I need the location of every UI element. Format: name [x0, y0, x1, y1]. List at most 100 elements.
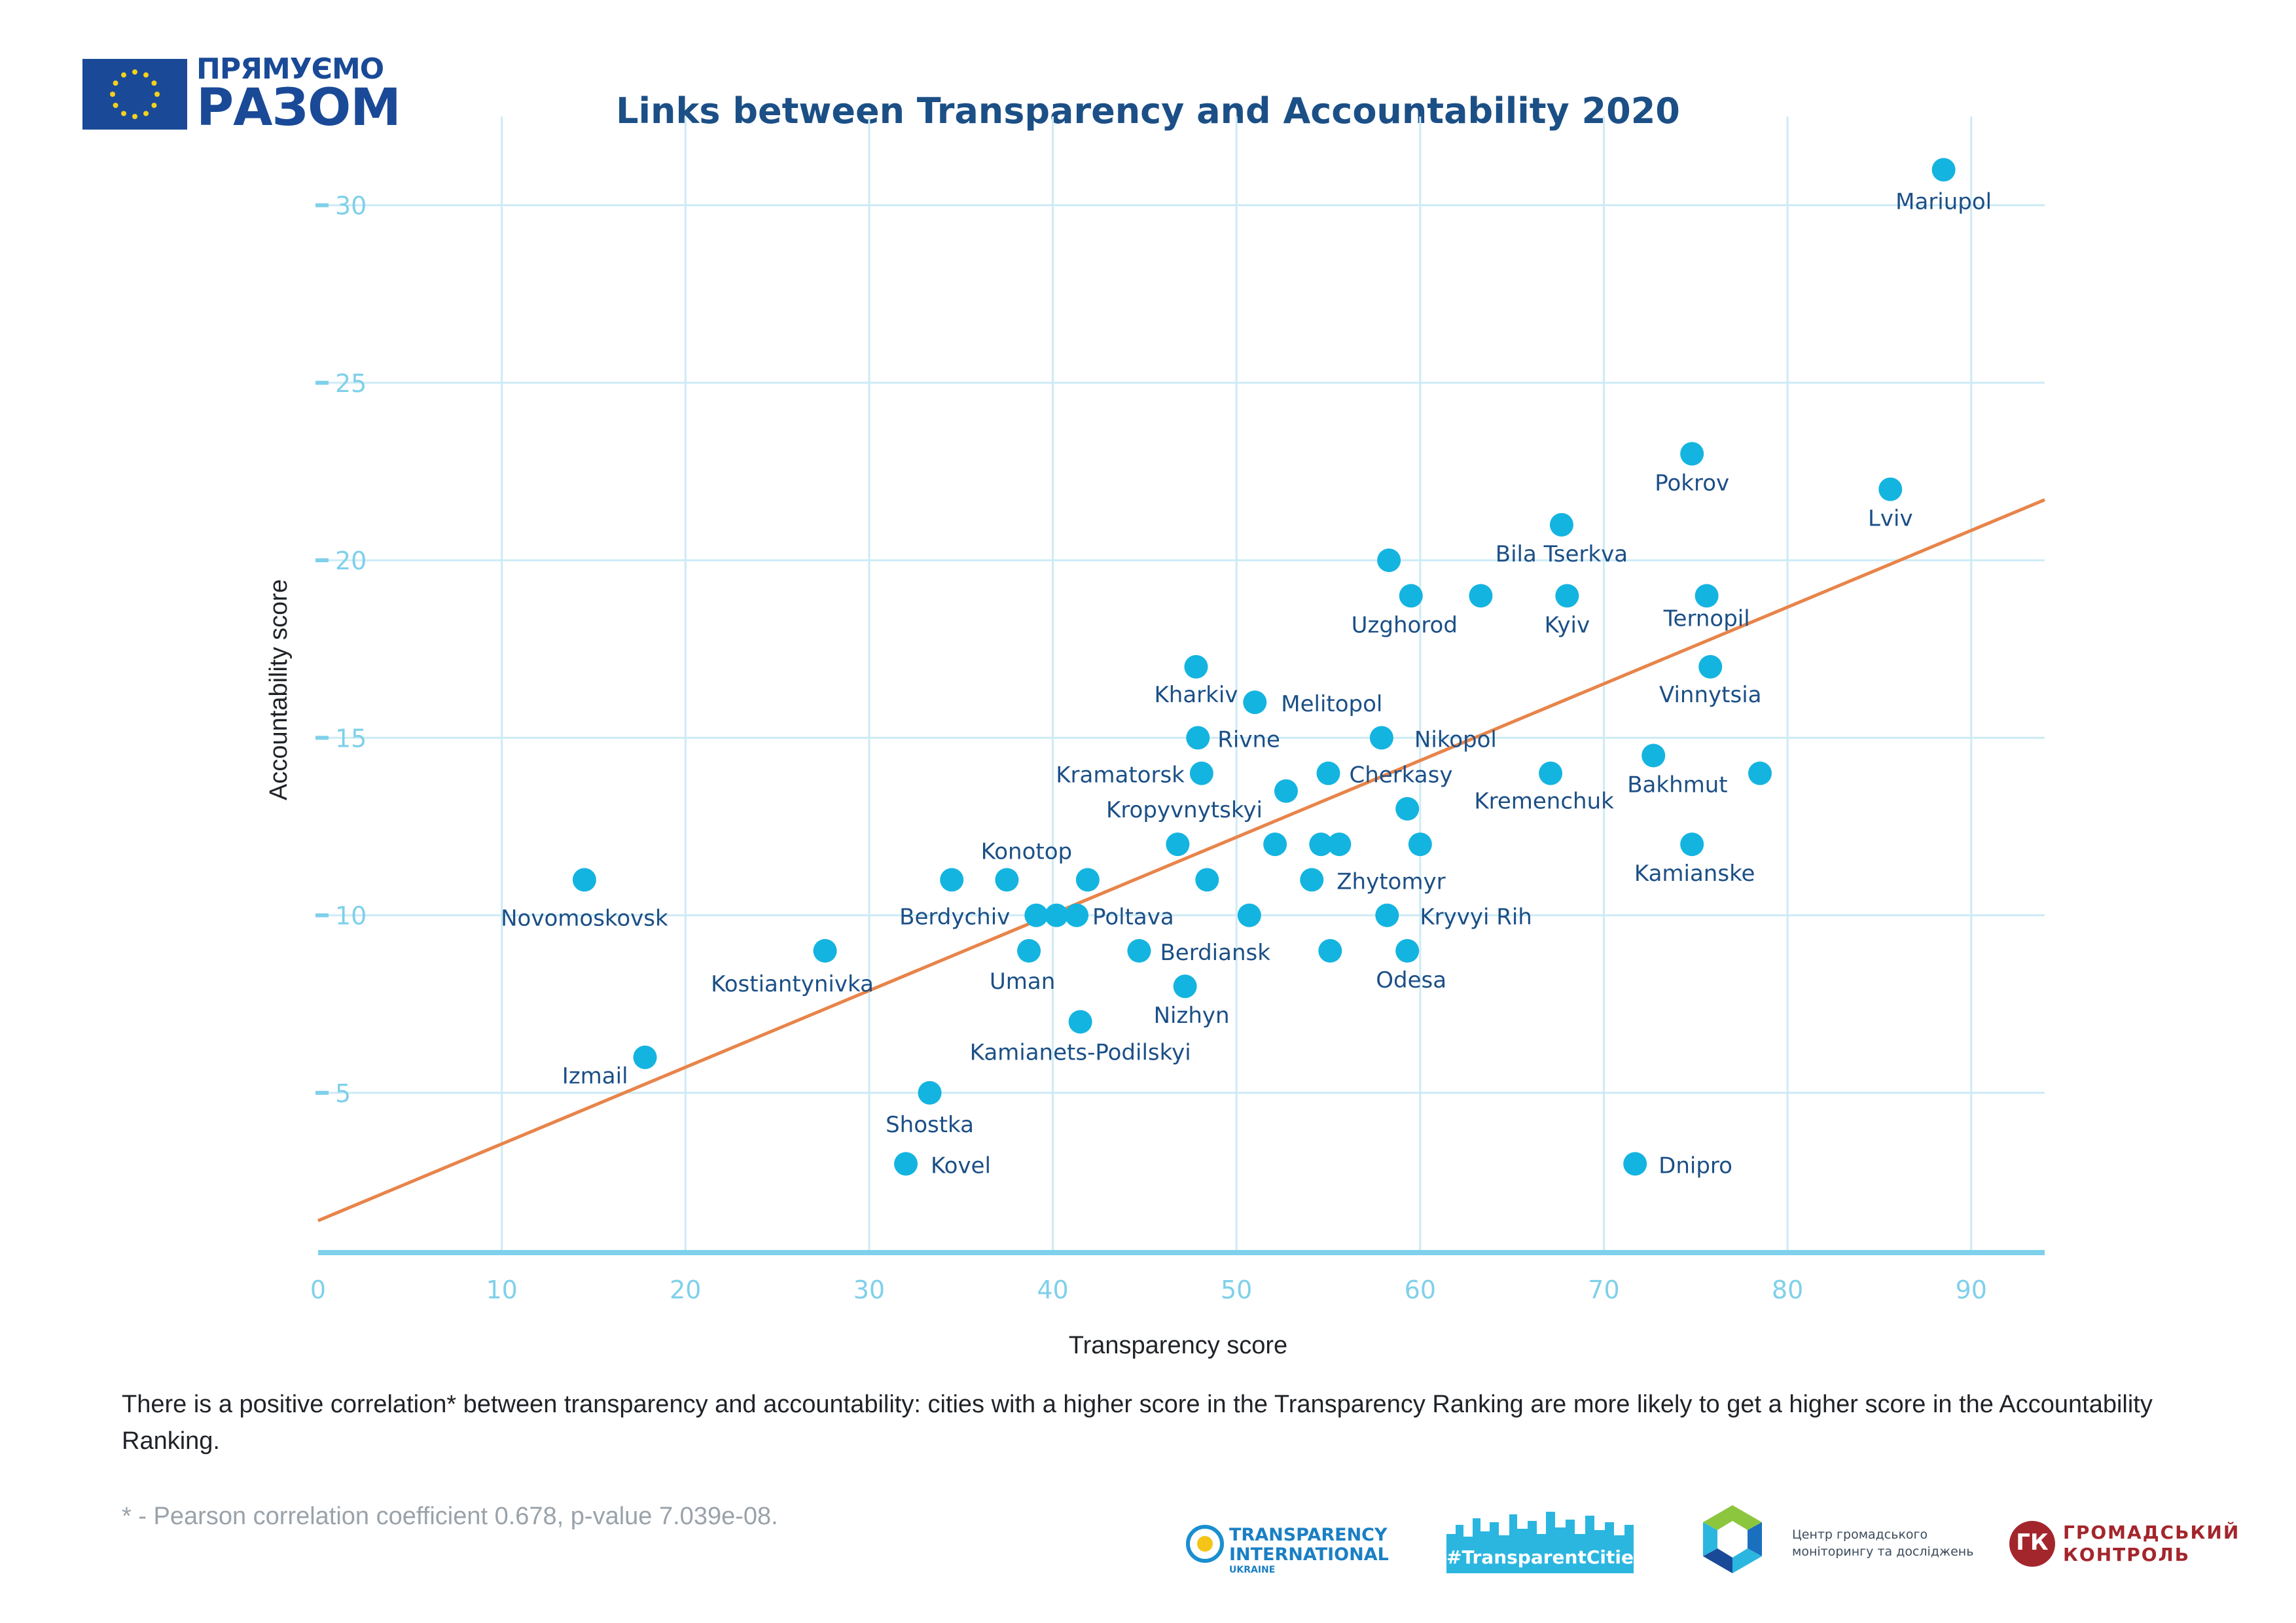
eu-star: [113, 80, 118, 86]
point-label: Pokrov: [1655, 470, 1729, 496]
scatter-point: [1184, 654, 1208, 679]
scatter-point: [1045, 903, 1069, 927]
point-label: Kryvyi Rih: [1420, 904, 1532, 931]
eu-star: [143, 72, 149, 78]
point-label: Berdychiv: [899, 904, 1010, 931]
point-label: Mariupol: [1895, 188, 1992, 215]
point-label: Nikopol: [1414, 726, 1497, 753]
point-label: Uzghorod: [1352, 612, 1458, 638]
scatter-chart: 0 10 20 30 40 50 60 70 80 90 5 10 15 20 25 30 Mariupol P…: [265, 116, 2045, 1359]
point-label: Kovel: [931, 1152, 991, 1179]
scatter-point: [1395, 796, 1420, 821]
scatter-point: [1195, 868, 1219, 892]
chart-grid: [318, 116, 2045, 1253]
eu-star: [113, 103, 118, 108]
gk-logo-mark: ГК: [2016, 1529, 2049, 1556]
scatter-point: [1127, 938, 1151, 963]
eu-stars-icon: [110, 69, 160, 119]
point-label: Cherkasy: [1350, 762, 1453, 789]
y-tick-label: 10: [335, 902, 367, 931]
points-layer: [572, 158, 1956, 1176]
scatter-point: [1623, 1152, 1647, 1176]
point-label: Bakhmut: [1627, 772, 1727, 798]
brand-line-2: РАЗОМ: [196, 79, 401, 137]
point-label: Izmail: [562, 1063, 628, 1090]
point-label: Kamianets-Podilskyi: [970, 1039, 1191, 1065]
point-label: Nizhyn: [1154, 1003, 1230, 1029]
point-label: Ternopil: [1663, 605, 1750, 632]
scatter-point: [1300, 868, 1324, 892]
point-label: Novomoskovsk: [501, 905, 668, 931]
point-label: Uman: [990, 969, 1055, 995]
cgm-line-2: моніторингу та досліджень: [1792, 1544, 1974, 1559]
scatter-point: [1024, 903, 1049, 927]
point-label: Dnipro: [1659, 1152, 1732, 1179]
eu-star: [121, 72, 126, 78]
scatter-point: [1469, 584, 1493, 608]
eu-star: [110, 92, 115, 97]
brand-line-1: ПРЯМУЄМО: [196, 52, 384, 86]
scatter-point: [1274, 779, 1298, 803]
point-label: Shostka: [886, 1112, 974, 1138]
scatter-point: [1695, 584, 1719, 608]
trend-layer: [317, 498, 2045, 1222]
scatter-point: [1931, 158, 1956, 182]
scatter-point: [1318, 938, 1342, 963]
scatter-point: [1399, 584, 1423, 608]
point-label: Melitopol: [1281, 691, 1382, 717]
chart-title: Links between Transparency and Accountab…: [616, 90, 1680, 132]
scatter-point: [813, 938, 837, 963]
x-tick-label: 70: [1588, 1275, 1619, 1304]
scatter-point: [1065, 903, 1089, 927]
y-tick-label: 20: [335, 546, 367, 575]
trend-line: [317, 498, 2045, 1222]
scatter-point: [1555, 584, 1579, 608]
scatter-point: [1408, 832, 1432, 857]
point-label: Berdiansk: [1160, 940, 1270, 966]
scatter-point: [1641, 743, 1666, 768]
gk-line-2: КОНТРОЛЬ: [2063, 1544, 2191, 1565]
y-tick-label: 30: [335, 192, 367, 221]
x-tick-label: 30: [853, 1275, 885, 1304]
scatter-point: [1309, 832, 1333, 857]
x-tick-label: 50: [1221, 1275, 1252, 1304]
x-axis-title: Transparency score: [1069, 1332, 1287, 1359]
point-label: Odesa: [1376, 967, 1446, 993]
point-label: Kropyvnytskyi: [1106, 797, 1263, 823]
scatter-point: [1237, 903, 1261, 927]
eu-star: [154, 92, 160, 97]
scatter-point: [1263, 832, 1287, 857]
scatter-point: [1680, 832, 1704, 857]
point-label: Poltava: [1092, 904, 1174, 931]
scatter-point: [1377, 548, 1401, 573]
point-label: Kyiv: [1545, 612, 1590, 638]
correlation-note: There is a positive correlation* between…: [122, 1391, 2153, 1455]
point-label: Kremenchuk: [1474, 789, 1614, 815]
scatter-point: [1068, 1010, 1092, 1034]
x-tick-label: 80: [1772, 1275, 1803, 1304]
y-tick-label: 15: [335, 724, 367, 753]
scatter-point: [633, 1045, 657, 1069]
scatter-point: [918, 1080, 942, 1105]
y-axis-title: Accountability score: [265, 579, 293, 800]
point-labels-layer: Mariupol Pokrov Lviv Bila Tserkva Uzghorod Ky…: [501, 188, 1992, 1179]
point-label: Kharkiv: [1154, 682, 1238, 708]
scatter-point: [1243, 690, 1267, 715]
scatter-point: [1539, 761, 1563, 785]
scatter-point: [940, 868, 964, 892]
scatter-point: [1369, 726, 1393, 750]
scatter-point: [1316, 761, 1340, 785]
scatter-point: [1395, 938, 1420, 963]
eu-star: [151, 103, 157, 108]
ti-line-1: TRANSPARENCY: [1229, 1525, 1388, 1545]
eu-star: [121, 111, 126, 116]
scatter-point: [1549, 512, 1573, 537]
eu-star: [151, 80, 157, 86]
point-label: Kostiantynivka: [711, 971, 874, 997]
scatter-point: [995, 868, 1019, 892]
x-tick-label: 20: [670, 1275, 701, 1304]
eu-flag-logo: [82, 59, 187, 130]
x-tick-label: 0: [310, 1275, 326, 1304]
x-tick-label: 60: [1405, 1275, 1436, 1304]
gk-logo-icon: [2009, 1521, 2055, 1567]
